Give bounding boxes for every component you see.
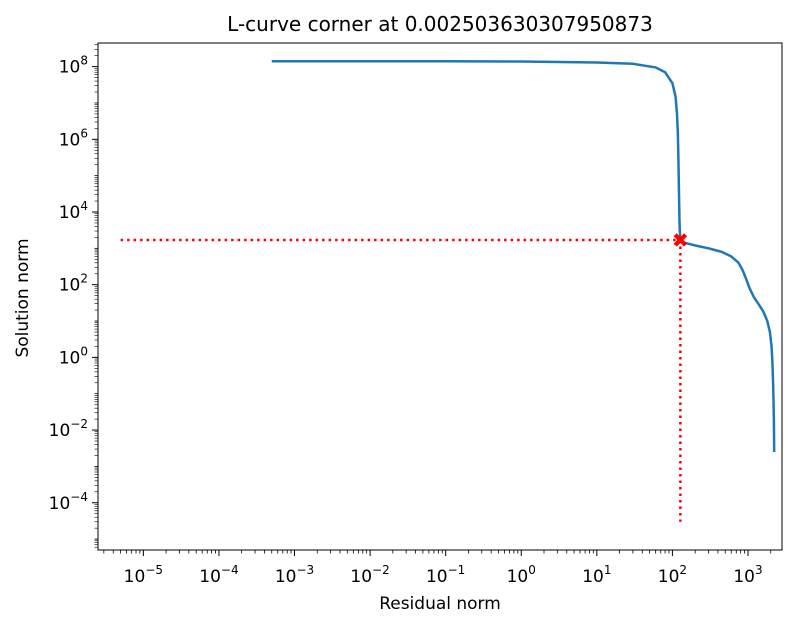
y-tick-label: 10−4 (49, 490, 88, 514)
y-tick-label: 108 (59, 54, 88, 78)
x-axis-label: Residual norm (379, 594, 501, 614)
corner-group (673, 233, 688, 247)
x-tick-label: 100 (507, 563, 536, 587)
x-tick-label: 10−1 (426, 563, 465, 587)
x-tick-label: 10−3 (275, 563, 314, 587)
x-axis: 10−5 10−4 10−3 10−2 10−1 100 101 102 103 (124, 550, 763, 587)
y-tick-label: 102 (59, 272, 88, 296)
x-tick-label: 10−4 (199, 563, 238, 587)
plot-area (98, 43, 782, 550)
y-tick-label: 100 (59, 344, 88, 368)
chart-title: L-curve corner at 0.002503630307950873 (227, 12, 653, 36)
corner-marker-shape (673, 233, 688, 247)
y-tick-label: 106 (59, 126, 88, 150)
y-tick-label: 10−2 (49, 417, 88, 441)
x-tick-label: 101 (582, 563, 611, 587)
plot-frame (97, 42, 783, 551)
x-tick-label: 102 (658, 563, 687, 587)
x-tick-label: 103 (733, 563, 762, 587)
x-tick-label: 10−2 (350, 563, 389, 587)
y-axis-label: Solution norm (13, 238, 33, 357)
y-tick-label: 104 (59, 199, 88, 223)
corner-marker (673, 233, 688, 247)
y-axis: 10−4 10−2 100 102 104 106 108 (49, 54, 98, 514)
corner-guides (120, 238, 682, 522)
x-tick-label: 10−5 (124, 563, 163, 587)
minor-ticks (94, 44, 772, 554)
